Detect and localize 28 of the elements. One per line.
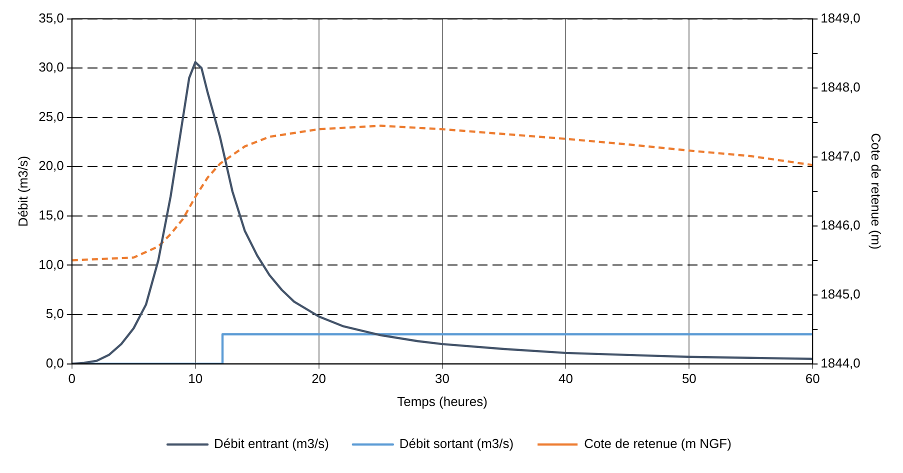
y-axis-title: Débit (m3/s) — [15, 156, 30, 227]
x-axis-title: Temps (heures) — [397, 394, 488, 409]
y-tick-label: 30,0 — [38, 60, 64, 75]
legend-label: Cote de retenue (m NGF) — [584, 436, 732, 452]
y-tick-label: 5,0 — [46, 306, 64, 322]
y2-tick-label: 1848,0 — [820, 79, 860, 94]
x-tick-label: 20 — [312, 371, 326, 386]
x-tick-label: 0 — [68, 371, 76, 386]
y2-tick-label: 1845,0 — [820, 286, 860, 302]
y2-tick-label: 1849,0 — [820, 10, 860, 26]
y-tick-label: 15,0 — [38, 208, 64, 223]
y-tick-label: 20,0 — [38, 158, 64, 174]
x-tick-label: 50 — [682, 371, 696, 386]
y-tick-label: 0,0 — [46, 355, 64, 370]
y-tick-label: 35,0 — [38, 10, 64, 26]
x-tick-label: 40 — [558, 371, 573, 386]
y2-axis-title: Cote de retenue (m) — [868, 133, 884, 250]
line-series — [72, 124, 813, 262]
y2-tick-label: 1846,0 — [820, 217, 860, 232]
y2-tick-label: 1847,0 — [820, 148, 860, 164]
x-tick-label: 60 — [805, 371, 820, 386]
legend-label: Débit sortant (m3/s) — [399, 436, 514, 452]
y2-tick-label: 1844,0 — [820, 355, 860, 370]
x-tick-label: 10 — [188, 371, 203, 386]
y-tick-label: 10,0 — [38, 256, 64, 272]
y-tick-label: 25,0 — [38, 108, 64, 124]
x-tick-label: 30 — [435, 371, 450, 386]
legend-label: Débit entrant (m3/s) — [214, 436, 329, 452]
